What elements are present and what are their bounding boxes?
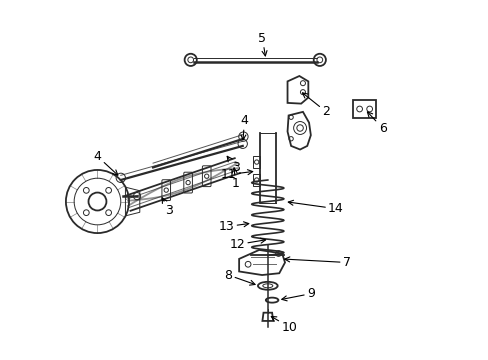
- Text: 11: 11: [220, 168, 252, 181]
- Text: 9: 9: [281, 287, 314, 301]
- Text: 5: 5: [258, 32, 266, 56]
- Text: 3: 3: [162, 198, 173, 217]
- Text: 7: 7: [284, 256, 350, 269]
- Text: 13: 13: [218, 220, 248, 233]
- Text: 2: 2: [302, 93, 329, 118]
- Text: 3: 3: [227, 156, 239, 174]
- Text: 10: 10: [271, 316, 297, 333]
- Text: 4: 4: [93, 150, 118, 175]
- Text: 6: 6: [366, 112, 386, 135]
- Text: 14: 14: [288, 200, 343, 215]
- Text: 8: 8: [224, 269, 255, 285]
- Text: 1: 1: [231, 168, 239, 190]
- Text: 4: 4: [240, 114, 248, 140]
- Text: 12: 12: [229, 238, 265, 251]
